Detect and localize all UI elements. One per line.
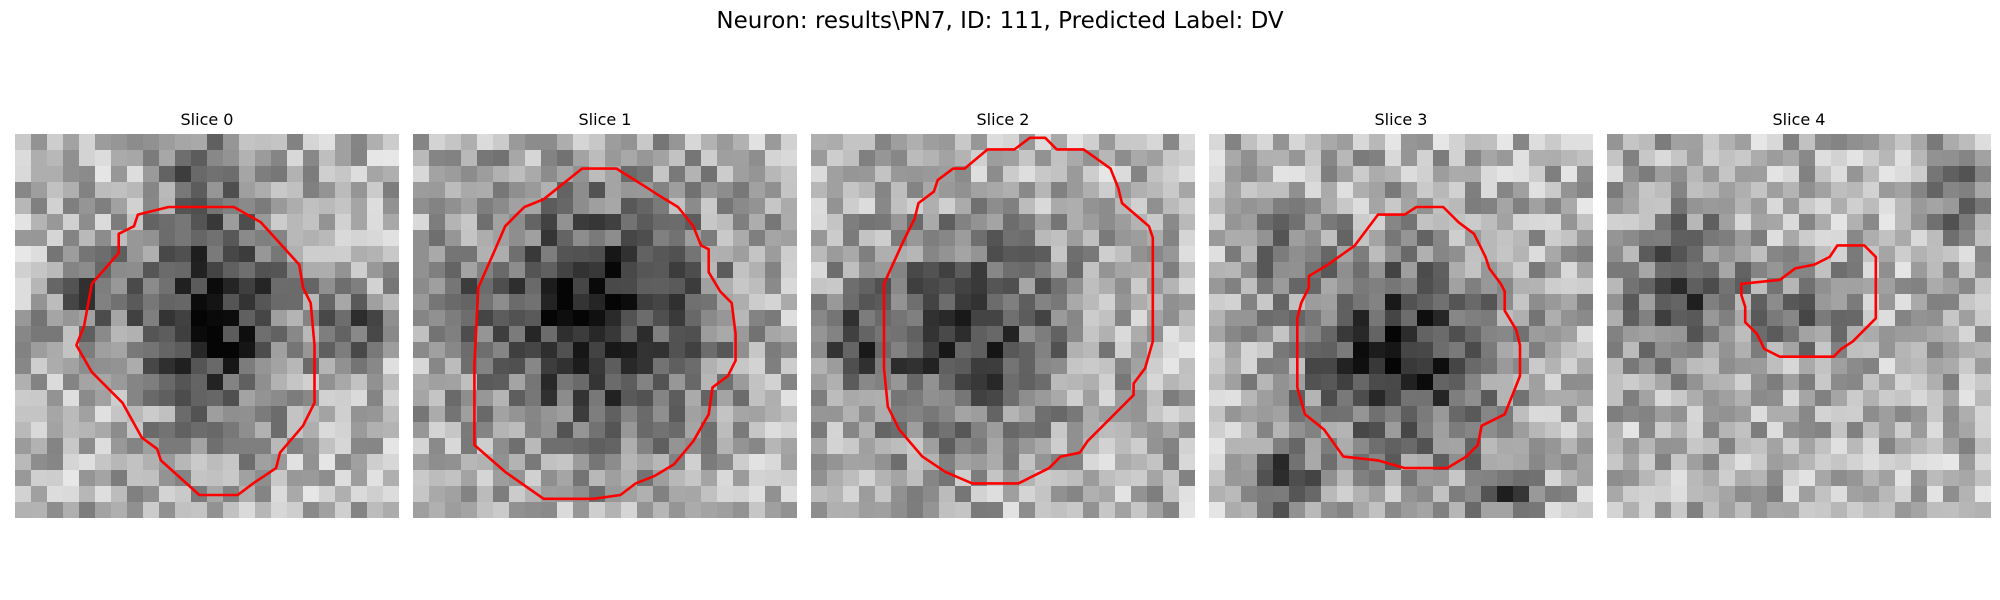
slice-image-3 [1209, 134, 1593, 518]
slice-title-2: Slice 2 [976, 110, 1030, 129]
segmentation-contour-2 [882, 136, 1155, 485]
slice-panel-1: Slice 1 [413, 110, 797, 518]
segmentation-contour-3 [1296, 205, 1522, 470]
slice-title-0: Slice 0 [180, 110, 234, 129]
slice-panel-4: Slice 4 [1607, 110, 1991, 518]
figure-title: Neuron: results\PN7, ID: 111, Predicted … [716, 8, 1284, 34]
slice-image-0 [15, 134, 399, 518]
slice-panel-3: Slice 3 [1209, 110, 1593, 518]
slice-title-4: Slice 4 [1772, 110, 1826, 129]
slice-panel-0: Slice 0 [15, 110, 399, 518]
slice-title-3: Slice 3 [1374, 110, 1428, 129]
slice-image-4 [1607, 134, 1991, 518]
slice-panel-2: Slice 2 [811, 110, 1195, 518]
slice-image-2 [811, 134, 1195, 518]
slice-title-1: Slice 1 [578, 110, 632, 129]
segmentation-contour-0 [75, 205, 316, 497]
slice-image-1 [413, 134, 797, 518]
segmentation-contour-4 [1740, 244, 1878, 358]
segmentation-contour-1 [473, 167, 737, 501]
